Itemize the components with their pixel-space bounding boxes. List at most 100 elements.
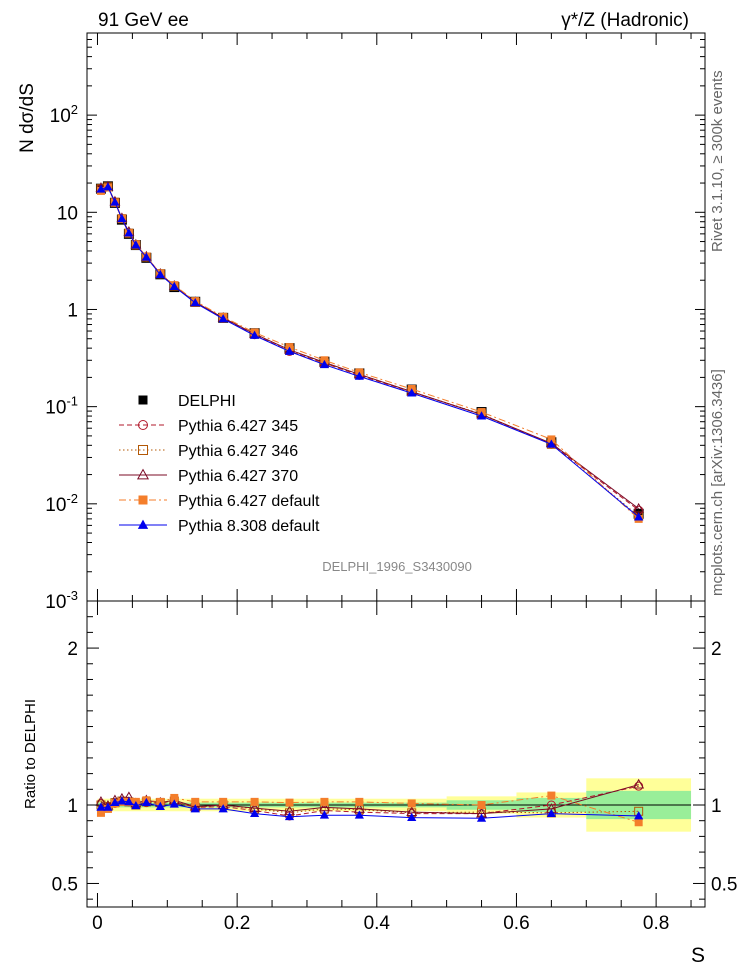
main-series-4 <box>95 180 645 513</box>
main-data-point <box>284 346 295 355</box>
main-series-line <box>100 186 640 511</box>
main-data-point <box>117 213 127 223</box>
x-tick-label: 0.8 <box>643 913 669 934</box>
ratio-data-point <box>117 796 127 805</box>
legend-marker <box>136 468 150 480</box>
ratio-data-point <box>124 797 134 806</box>
main-y-tick-label: 10 <box>57 203 78 224</box>
ratio-data-point <box>633 778 645 789</box>
legend-marker <box>138 420 148 430</box>
legend-marker <box>138 495 148 505</box>
legend-entry: DELPHI <box>138 393 236 410</box>
ratio-data-point <box>141 797 151 807</box>
ratio-data-point <box>407 812 417 821</box>
legend-entry: Pythia 6.427 default <box>119 493 320 510</box>
main-data-point <box>110 197 120 206</box>
ratio-y-axis: 0.5 0.5 1 1 2 2 <box>52 616 737 900</box>
main-data-point <box>476 411 487 420</box>
ratio-frame <box>86 600 706 908</box>
ratio-data-point <box>190 804 200 813</box>
legend-label: Pythia 8.308 default <box>178 518 320 535</box>
ratio-data-point <box>96 808 105 817</box>
ratio-data-point <box>285 798 294 807</box>
ratio-plot-area <box>95 778 692 832</box>
ratio-data-point <box>320 797 329 806</box>
x-tick-label: 0.6 <box>503 913 529 934</box>
ratio-data-point <box>634 818 643 827</box>
legend-entry: Pythia 6.427 370 <box>119 468 298 485</box>
x-tick-label: 0.2 <box>224 913 250 934</box>
watermark: DELPHI_1996_S3430090 <box>322 559 472 574</box>
header-right-label: γ*/Z (Hadronic) <box>561 10 689 31</box>
main-panel: 102 10 1 10-1 10-2 10-3 N dσ/dS DELPHI_1996_S… <box>17 32 706 613</box>
main-data-point <box>319 359 330 369</box>
ratio-data-point <box>477 801 486 809</box>
ratio-data-point <box>476 813 487 822</box>
legend-marker <box>138 395 148 405</box>
legend-label: Pythia 6.427 370 <box>178 468 298 485</box>
main-data-point <box>169 281 179 290</box>
ratio-data-point <box>250 797 259 806</box>
legend: DELPHI Pythia 6.427 345 Pythia 6.427 346 Py… <box>119 393 320 535</box>
ratio-panel: 0.5 0.5 1 1 2 2 0 0.2 0.4 0.6 0.8 Ratio to DELPHI… <box>22 600 737 967</box>
main-data-point <box>633 502 645 513</box>
header-left-label: 91 GeV ee <box>98 10 189 31</box>
main-y-axis-label: N dσ/dS <box>17 83 38 153</box>
ratio-y-tick-label: 0.5 <box>52 874 78 895</box>
legend-label: DELPHI <box>178 393 236 410</box>
ratio-data-point <box>547 791 556 800</box>
ratio-series-5 <box>96 796 644 822</box>
ratio-data-point <box>319 810 330 819</box>
ratio-data-point <box>284 811 295 821</box>
ratio-data-point <box>169 799 179 808</box>
main-data-point <box>547 435 556 444</box>
ratio-data-point <box>96 802 106 811</box>
ratio-data-point <box>131 800 141 810</box>
ratio-data-point <box>218 804 228 813</box>
ratio-data-point <box>110 797 120 807</box>
x-tick-label: 0 <box>92 913 103 934</box>
main-y-tick-label: 10-3 <box>45 588 78 613</box>
source-label: mcplots.cern.ch [arXiv:1306.3436] <box>709 369 726 596</box>
main-data-point <box>124 228 134 237</box>
legend-label: Pythia 6.427 345 <box>178 418 298 435</box>
x-axis-label: S <box>691 944 705 967</box>
main-data-point <box>155 269 165 279</box>
ratio-y-tick-label: 2 <box>67 639 78 660</box>
ratio-y-tick-label: 1 <box>67 796 78 817</box>
main-series-line <box>100 186 639 510</box>
main-y-tick-label: 1 <box>67 300 78 321</box>
ratio-data-point <box>155 801 165 810</box>
ratio-data-point <box>219 797 228 806</box>
ratio-y-tick-label-right: 1 <box>711 796 722 817</box>
main-data-point <box>407 388 417 397</box>
legend-label: Pythia 6.427 default <box>178 493 320 510</box>
ratio-data-point <box>354 810 364 819</box>
main-data-point <box>218 314 228 323</box>
ratio-data-point <box>103 802 113 811</box>
main-data-point <box>141 252 151 261</box>
legend-entry: Pythia 8.308 default <box>119 518 320 535</box>
ratio-data-point <box>634 811 644 820</box>
x-tick-label: 0.4 <box>364 913 391 934</box>
main-data-point <box>96 184 106 193</box>
ratio-y-axis-label: Ratio to DELPHI <box>22 699 39 809</box>
main-y-tick-label: 10-1 <box>45 394 78 419</box>
main-series-line <box>100 186 640 517</box>
main-data-point <box>131 240 141 249</box>
legend-entry: Pythia 6.427 345 <box>119 418 298 435</box>
legend-marker <box>137 519 149 529</box>
ratio-data-point <box>191 797 200 806</box>
main-data-point <box>354 371 364 380</box>
main-series-6 <box>96 182 644 521</box>
ratio-data-point <box>355 797 364 806</box>
rivet-label: Rivet 3.1.10, ≥ 300k events <box>709 70 726 252</box>
main-data-point <box>249 330 260 339</box>
main-data-point <box>634 512 644 521</box>
ratio-data-point <box>407 799 416 808</box>
ratio-data-point <box>249 808 260 818</box>
x-axis: 0 0.2 0.4 0.6 0.8 <box>92 601 692 934</box>
ratio-data-point <box>170 793 179 802</box>
main-frame <box>86 32 706 602</box>
